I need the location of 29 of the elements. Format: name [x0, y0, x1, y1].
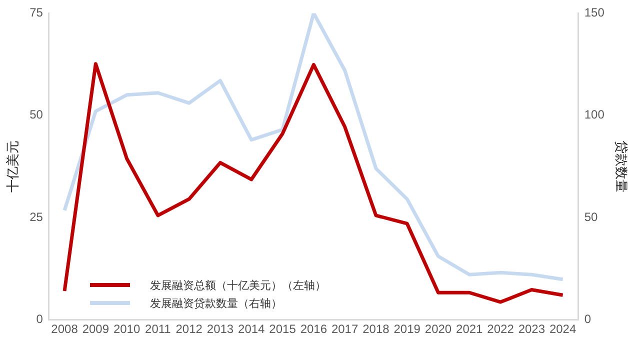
x-tick-label: 2023 [518, 322, 546, 336]
y2-axis-title: 贷款数量 [612, 140, 628, 192]
x-tick-label: 2013 [206, 322, 234, 336]
y-axis-title: 十亿美元 [5, 140, 22, 192]
y-tick-label: 50 [30, 108, 44, 122]
legend-label: 发展融资贷款数量（右轴） [150, 296, 282, 310]
x-tick-label: 2019 [394, 322, 421, 336]
x-tick-label: 2009 [82, 322, 110, 336]
y2-tick-label: 50 [584, 210, 598, 224]
x-tick-label: 2020 [424, 322, 452, 336]
x-tick-label: 2022 [487, 322, 514, 336]
y2-tick-label: 0 [584, 312, 592, 326]
x-tick-label: 2016 [300, 322, 328, 336]
y-tick-label: 0 [36, 312, 44, 326]
x-tick-label: 2012 [176, 322, 203, 336]
x-tick-label: 2008 [51, 322, 78, 336]
x-tick-label: 2014 [238, 322, 266, 336]
x-tick-label: 2015 [269, 322, 296, 336]
y-tick-label: 25 [30, 210, 44, 224]
x-tick-label: 2024 [549, 322, 576, 336]
x-tick-label: 2011 [145, 322, 172, 336]
x-tick-label: 2018 [362, 322, 390, 336]
x-tick-label: 2021 [456, 322, 484, 336]
y2-tick-label: 150 [584, 6, 605, 20]
x-tick-label: 2010 [113, 322, 140, 336]
x-tick-label: 2017 [331, 322, 358, 336]
y-tick-label: 75 [30, 6, 44, 20]
y2-tick-label: 100 [584, 108, 605, 122]
legend-label: 发展融资总额（十亿美元）（左轴） [150, 278, 326, 292]
